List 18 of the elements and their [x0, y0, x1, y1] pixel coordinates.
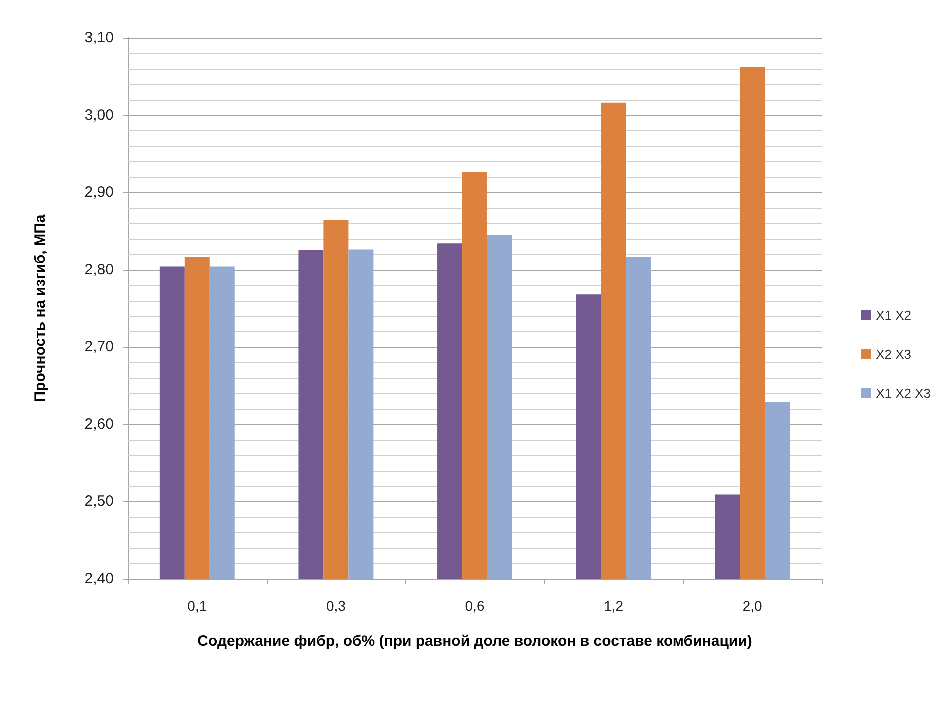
y-tick-label: 2,70	[84, 338, 114, 356]
y-tick-label: 2,60	[84, 416, 114, 433]
y-tick-label: 2,90	[84, 184, 114, 202]
y-tick-label: 2,40	[84, 570, 114, 588]
x-axis-title: Содержание фибр, об% (при равной доле волокон в составе комбинации)	[198, 633, 752, 650]
legend-label: X1 X2	[876, 308, 912, 323]
x-tick-label: 0,3	[326, 598, 346, 614]
y-tick-label: 2,50	[84, 493, 114, 510]
y-tick-label: 2,80	[84, 261, 114, 278]
x-tick-label: 2,0	[742, 598, 763, 614]
y-tick-label: 3,00	[84, 106, 114, 124]
x-tick-label: 0,1	[188, 598, 208, 614]
x-tick-label: 1,2	[604, 598, 624, 614]
y-tick-label: 3,10	[84, 30, 114, 46]
legend-label: X2 X3	[876, 347, 912, 362]
x-tick-label: 0,6	[465, 598, 485, 614]
legend-label: X1 X2 X3	[876, 386, 932, 401]
y-axis-title: Прочность на изгиб, МПа	[32, 214, 49, 402]
